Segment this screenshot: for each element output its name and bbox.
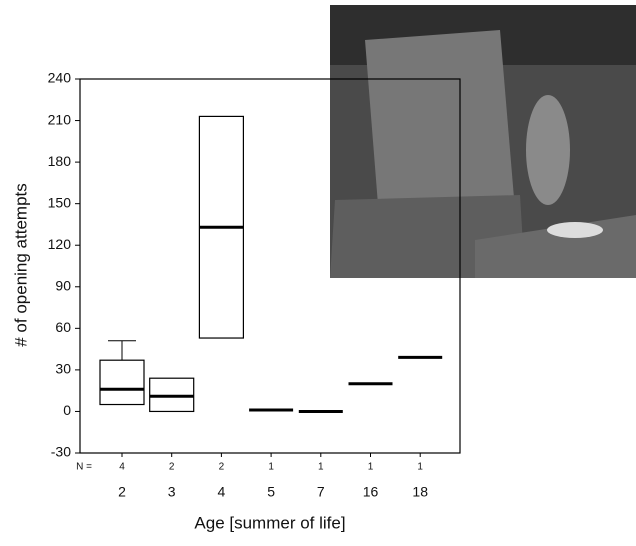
y-tick-label: 30: [55, 361, 71, 377]
n-value: 1: [268, 462, 274, 473]
n-value: 1: [318, 462, 324, 473]
x-tick-label: 2: [118, 484, 126, 500]
n-value: 2: [169, 462, 175, 473]
x-axis-label: Age [summer of life]: [194, 513, 345, 532]
y-tick-label: 60: [55, 319, 71, 335]
photo-inset: [330, 5, 636, 278]
x-tick-label: 18: [412, 484, 428, 500]
y-tick-label: 150: [48, 194, 72, 210]
n-value: 4: [119, 462, 125, 473]
n-value: 1: [368, 462, 374, 473]
y-tick-label: 120: [48, 236, 72, 252]
n-label: N =: [76, 462, 92, 473]
x-tick-label: 4: [218, 484, 226, 500]
y-tick-label: 0: [63, 402, 71, 418]
y-tick-label: 90: [55, 277, 71, 293]
y-tick-label: -30: [51, 444, 71, 460]
box: [99, 359, 145, 406]
n-value: 1: [417, 462, 423, 473]
x-tick-label: 16: [363, 484, 379, 500]
x-tick-label: 5: [267, 484, 275, 500]
y-tick-label: 180: [48, 153, 72, 169]
n-value: 2: [219, 462, 225, 473]
x-tick-label: 3: [168, 484, 176, 500]
y-axis-label: # of opening attempts: [11, 183, 30, 347]
plot-frame: [79, 78, 461, 454]
x-tick-label: 7: [317, 484, 325, 500]
y-tick-label: 240: [48, 70, 72, 86]
y-tick-label: 210: [48, 111, 72, 127]
